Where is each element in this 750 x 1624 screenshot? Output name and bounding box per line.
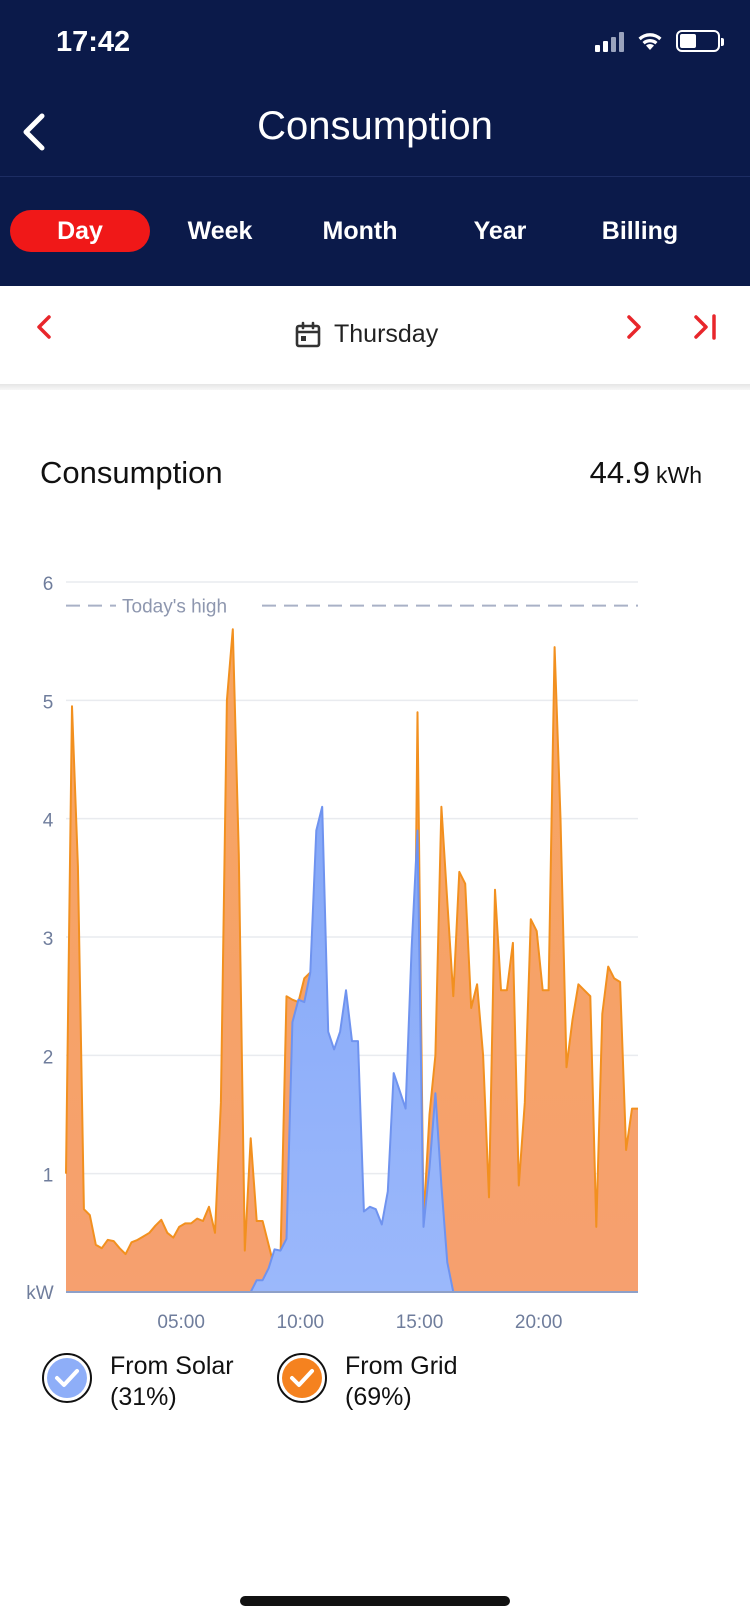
y-tick-label: 1 (43, 1166, 54, 1187)
consumption-unit: kWh (656, 462, 702, 488)
date-picker[interactable]: Thursday (294, 320, 438, 349)
y-tick-label: 5 (43, 692, 54, 713)
consumption-value: 44.9 (589, 455, 650, 490)
battery-icon (676, 30, 724, 52)
tab-month[interactable]: Month (322, 217, 398, 245)
tab-week[interactable]: Week (187, 217, 253, 245)
calendar-icon (295, 321, 321, 347)
y-tick-label: 2 (43, 1047, 54, 1068)
legend-from-grid[interactable]: From Grid (69%) (277, 1352, 458, 1413)
solar-series-line (66, 805, 638, 1293)
y-tick-label: 4 (43, 811, 54, 832)
y-axis-label: kW (26, 1283, 54, 1304)
status-time: 17:42 (56, 26, 131, 58)
tab-day[interactable]: Day (10, 210, 150, 252)
x-tick-label: 05:00 (157, 1312, 205, 1333)
solar-series-area (66, 806, 638, 1292)
reference-line-label: Today's high (122, 597, 227, 618)
x-tick-label: 20:00 (515, 1312, 563, 1333)
legend-from-solar[interactable]: From Solar (31%) (42, 1352, 234, 1413)
period-tabs: Day Week Month Year Billing (10, 210, 740, 252)
page-title: Consumption (257, 104, 493, 148)
consumption-chart: 1 2 3 4 5 6 kW Today's high 05:00 10:00 15:00 20:00 (26, 574, 638, 1333)
consumption-total: 44.9 kWh (590, 455, 702, 491)
previous-day-button[interactable] (28, 310, 62, 344)
home-indicator (240, 1596, 510, 1606)
y-tick-label: 3 (43, 929, 54, 950)
legend-label-grid: From Grid (345, 1352, 458, 1380)
back-button[interactable] (14, 104, 58, 160)
status-icons (595, 30, 724, 52)
consumption-heading: Consumption (40, 455, 223, 490)
tab-billing[interactable]: Billing (601, 217, 679, 245)
tab-year[interactable]: Year (473, 217, 527, 245)
x-tick-label: 15:00 (396, 1312, 444, 1333)
date-navigation (0, 286, 750, 386)
jump-to-today-button[interactable] (690, 310, 724, 344)
cellular-signal-icon (595, 30, 624, 52)
legend-percent-solar: (31%) (110, 1383, 177, 1411)
grid-series-area (66, 629, 638, 1292)
date-label: Thursday (334, 320, 439, 348)
wifi-icon (638, 33, 662, 50)
next-day-button[interactable] (616, 310, 650, 344)
legend-percent-grid: (69%) (345, 1383, 412, 1411)
divider (0, 176, 750, 177)
x-tick-label: 10:00 (277, 1312, 325, 1333)
solar-checkbox-icon (42, 1353, 92, 1403)
app-header: 17:42 Consumption Day Week Month Year Bi… (0, 0, 750, 286)
grid-checkbox-icon (277, 1353, 327, 1403)
y-tick-label: 6 (43, 574, 54, 595)
legend-label-solar: From Solar (110, 1352, 234, 1380)
divider (0, 384, 750, 390)
